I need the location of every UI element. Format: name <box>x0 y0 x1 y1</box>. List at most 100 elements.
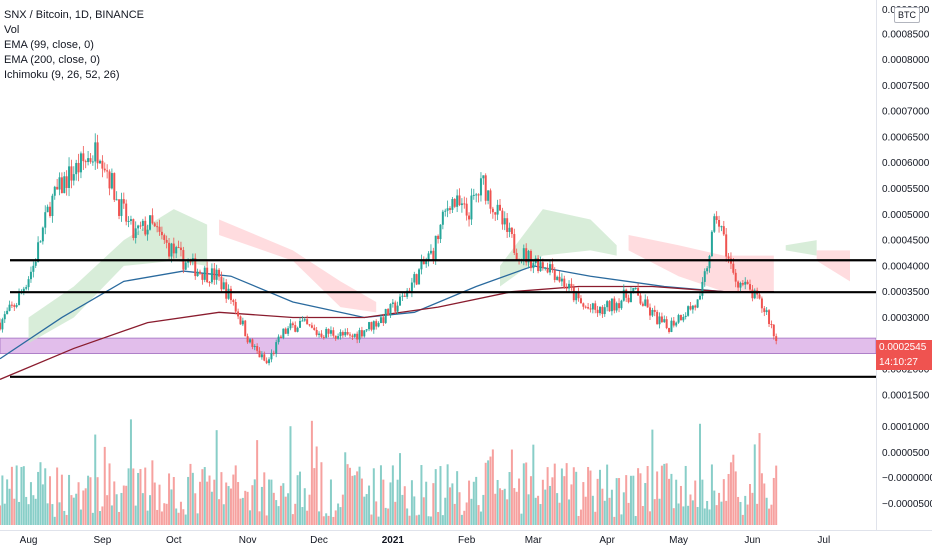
time-axis[interactable]: Aug Sep Oct Nov Dec 2021 Feb Mar Apr May Jun Jul <box>0 530 932 547</box>
candle-body <box>218 269 221 277</box>
candle-body <box>160 231 163 236</box>
candle-body <box>113 173 116 200</box>
candle-body <box>13 305 16 307</box>
volume-bar <box>22 466 25 525</box>
price-tick: 0.0008500 <box>882 29 930 40</box>
volume-bar <box>77 482 80 525</box>
volume-bar <box>577 515 580 525</box>
volume-bar <box>394 501 397 525</box>
candle-body <box>679 315 682 321</box>
candle-body <box>341 332 344 336</box>
volume-bar <box>713 490 716 525</box>
volume-bar <box>541 479 544 525</box>
volume-bar <box>391 465 394 525</box>
currency-unit-badge[interactable]: BTC <box>894 7 920 23</box>
candle-body <box>446 208 449 211</box>
candle-body <box>87 158 90 163</box>
candle-body <box>532 263 535 269</box>
volume-bar <box>599 469 601 525</box>
candle-body <box>94 142 97 162</box>
candle-body <box>289 323 292 329</box>
volume-bar <box>487 460 490 525</box>
volume-bar <box>775 465 778 525</box>
candle-body <box>72 174 75 181</box>
volume-bar <box>494 493 497 525</box>
volume-bar <box>244 490 247 525</box>
volume-bar <box>425 481 428 525</box>
volume-bar <box>196 513 199 525</box>
candle-body <box>582 303 585 307</box>
candle-body <box>146 229 149 235</box>
legend-title[interactable]: SNX / Bitcoin, 1D, BINANCE <box>4 9 144 21</box>
volume-bar <box>18 501 21 525</box>
volume-bar <box>584 496 587 525</box>
candle-body <box>437 235 440 240</box>
volume-bar <box>472 481 475 525</box>
price-axis[interactable]: 0.00090000.00085000.00080000.00075000.00… <box>876 0 932 530</box>
candle-body <box>463 203 466 205</box>
support-zone-layer <box>0 337 877 354</box>
time-tick: May <box>669 535 688 546</box>
volume-bar <box>594 511 597 525</box>
volume-bar <box>10 466 13 525</box>
volume-bar <box>553 463 556 525</box>
candle-body <box>410 282 413 293</box>
volume-bar <box>463 510 466 525</box>
volume-bar <box>160 511 163 525</box>
candle-body <box>327 328 330 334</box>
candle-body <box>620 300 623 309</box>
volume-bar <box>646 466 649 525</box>
candle-body <box>591 303 594 310</box>
cloud-segment-3 <box>628 234 774 292</box>
volume-bar <box>518 478 521 525</box>
volume-bar <box>58 502 61 525</box>
legend-ema200[interactable]: EMA (200, close, 0) <box>4 54 100 66</box>
candle-body <box>415 274 418 285</box>
candle-body <box>715 216 718 221</box>
time-tick: Mar <box>525 535 543 546</box>
volume-bar <box>684 465 687 525</box>
candle-body <box>501 210 504 225</box>
volume-bar <box>253 479 256 525</box>
price-tick: 0.0002000 <box>882 365 930 376</box>
legend-ichimoku[interactable]: Ichimoku (9, 26, 52, 26) <box>4 69 120 81</box>
candle-body <box>482 175 485 179</box>
volume-bar <box>672 508 675 525</box>
volume-bar <box>65 514 68 525</box>
candle-body <box>579 298 582 304</box>
candle-body <box>739 282 742 288</box>
volume-bar <box>103 446 106 525</box>
legend-ema99[interactable]: EMA (99, close, 0) <box>4 39 94 51</box>
ichimoku-cloud-layer <box>28 209 850 344</box>
volume-bar <box>334 510 337 525</box>
volume-bar <box>115 494 118 525</box>
candle-body <box>337 336 340 339</box>
candle-body <box>344 332 347 336</box>
volume-bar <box>629 475 632 525</box>
candle-body <box>134 228 137 238</box>
volume-bar <box>122 485 125 525</box>
candle-body <box>153 223 156 227</box>
volume-bar <box>113 481 116 525</box>
candle-body <box>208 282 211 284</box>
volume-bar <box>410 480 413 525</box>
candle-body <box>477 194 480 196</box>
volume-bar <box>172 477 175 525</box>
candle-body <box>322 336 325 338</box>
candle-body <box>706 268 709 272</box>
candle-body <box>41 227 44 242</box>
legend-volume[interactable]: Vol <box>4 24 20 36</box>
candle-body <box>470 195 473 220</box>
volume-bar <box>229 488 232 525</box>
volume-bar <box>218 499 221 525</box>
volume-bar <box>110 505 113 525</box>
candle-body <box>703 271 706 282</box>
volume-bar <box>272 492 275 525</box>
volume-bar <box>51 504 54 525</box>
volume-bar <box>325 513 328 525</box>
candle-body <box>377 323 380 327</box>
candle-body <box>718 220 721 227</box>
candle-body <box>77 162 80 173</box>
candle-body <box>249 339 251 343</box>
